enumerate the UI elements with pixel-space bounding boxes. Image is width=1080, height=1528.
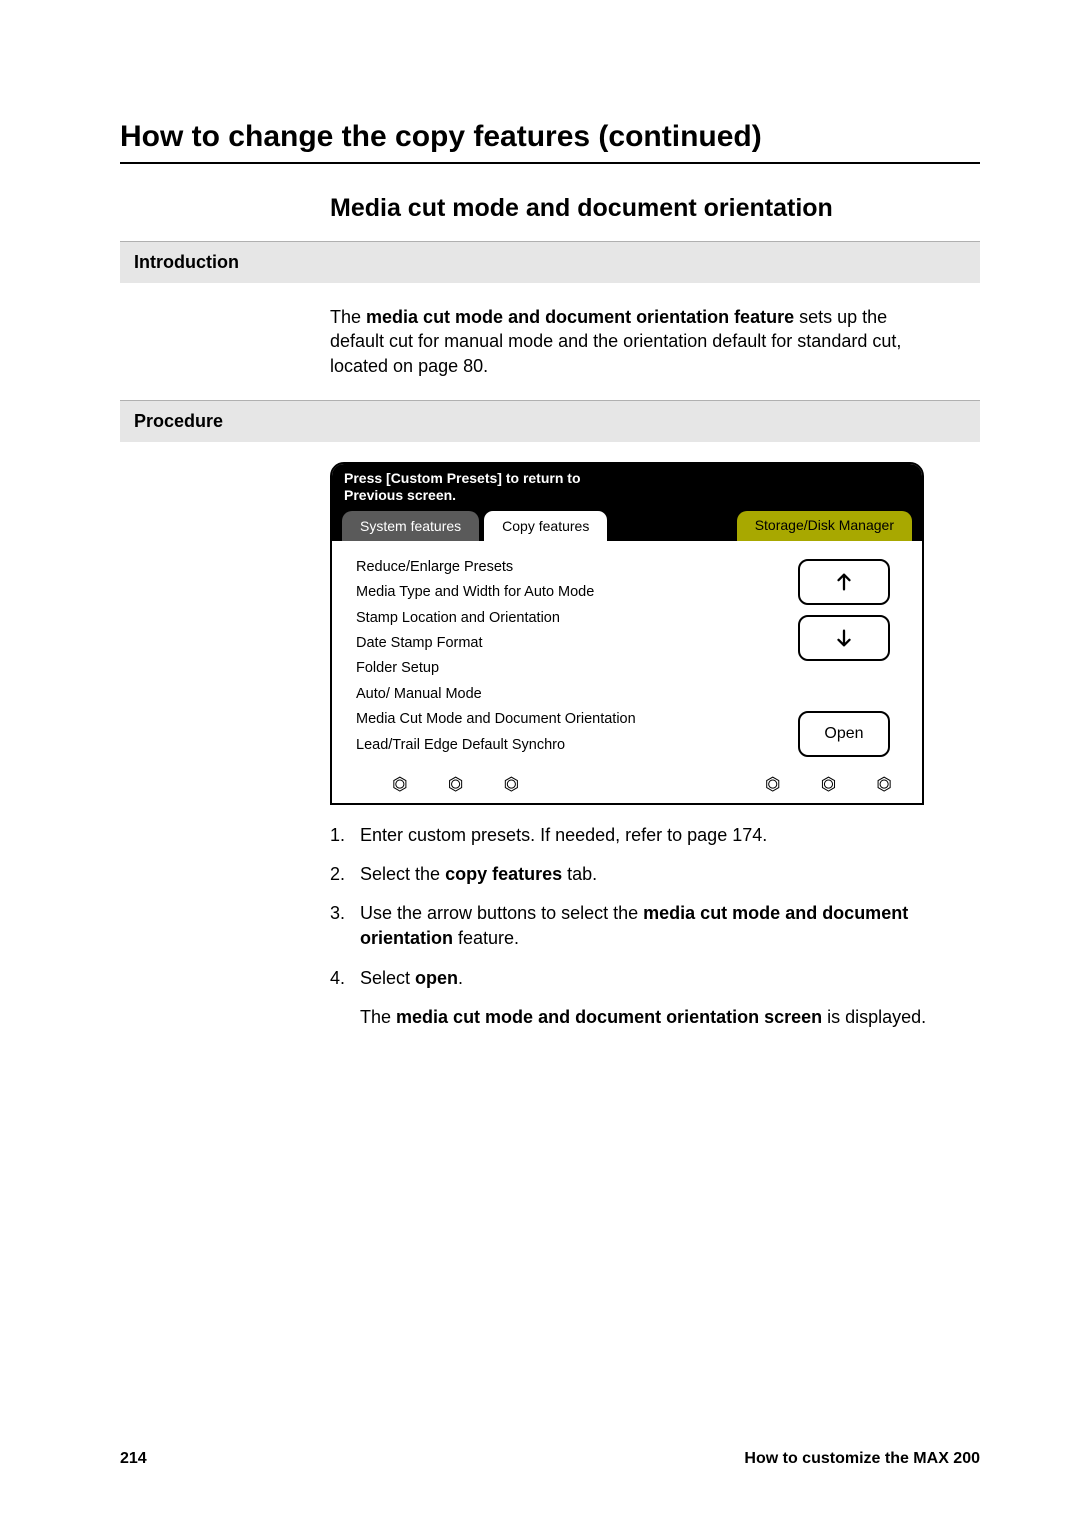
footer-title: How to customize the MAX 200 [744, 1450, 980, 1468]
procedure-steps: 1. Enter custom presets. If needed, refe… [120, 805, 980, 1030]
tab-storage-disk-manager[interactable]: Storage/Disk Manager [737, 511, 912, 541]
step-number: 2. [330, 862, 360, 887]
dial-icon: ⏣ [503, 775, 519, 793]
list-item[interactable]: Date Stamp Format [356, 631, 784, 656]
dial-icon: ⏣ [448, 775, 464, 793]
dial-icon: ⏣ [821, 775, 837, 793]
list-item[interactable]: Auto/ Manual Mode [356, 682, 784, 707]
tab-system-features[interactable]: System features [342, 511, 479, 541]
section-subtitle: Media cut mode and document orientation [120, 194, 980, 223]
preset-dialog-panel: Press [Custom Presets] to return to Prev… [330, 462, 924, 805]
step-number: 3. [330, 901, 360, 951]
list-item[interactable]: Lead/Trail Edge Default Synchro [356, 733, 784, 758]
step-number: 4. [330, 966, 360, 991]
dial-icon: ⏣ [765, 775, 781, 793]
arrow-down-button[interactable] [798, 615, 890, 661]
step-number: 1. [330, 823, 360, 848]
panel-instruction: Press [Custom Presets] to return to Prev… [332, 464, 922, 505]
list-item[interactable]: Media Cut Mode and Document Orientation [356, 707, 784, 732]
dial-row: ⏣ ⏣ ⏣ ⏣ ⏣ ⏣ [332, 775, 922, 803]
tab-copy-features[interactable]: Copy features [483, 510, 608, 541]
list-item[interactable]: Stamp Location and Orientation [356, 606, 784, 631]
tab-bar: System features Copy features Storage/Di… [332, 505, 922, 541]
arrow-down-icon [833, 627, 855, 649]
dial-icon: ⏣ [876, 775, 892, 793]
step-text: Enter custom presets. If needed, refer t… [360, 823, 940, 848]
open-button[interactable]: Open [798, 711, 890, 757]
arrow-up-icon [833, 571, 855, 593]
list-item[interactable]: Reduce/Enlarge Presets [356, 555, 784, 580]
step-text: Select open. [360, 966, 940, 991]
page-title: How to change the copy features (continu… [120, 120, 980, 164]
list-item[interactable]: Media Type and Width for Auto Mode [356, 580, 784, 605]
introduction-text: The media cut mode and document orientat… [120, 283, 980, 400]
dial-icon: ⏣ [392, 775, 408, 793]
list-item[interactable]: Folder Setup [356, 656, 784, 681]
feature-list: Reduce/Enlarge Presets Media Type and Wi… [356, 555, 784, 765]
step-text: Use the arrow buttons to select the medi… [360, 901, 940, 951]
procedure-heading: Procedure [120, 400, 980, 442]
result-note: The media cut mode and document orientat… [360, 1005, 940, 1030]
introduction-heading: Introduction [120, 241, 980, 283]
page-number: 214 [120, 1450, 147, 1468]
page-footer: 214 How to customize the MAX 200 [120, 1450, 980, 1468]
step-text: Select the copy features tab. [360, 862, 940, 887]
arrow-up-button[interactable] [798, 559, 890, 605]
